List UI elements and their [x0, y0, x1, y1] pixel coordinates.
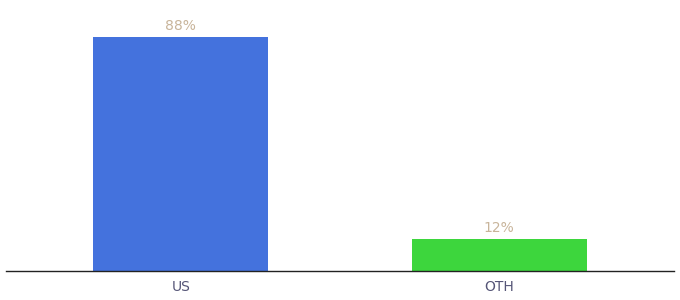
Bar	[93, 38, 269, 271]
Bar	[411, 239, 587, 271]
Text: 88%: 88%	[165, 20, 196, 33]
Text: 12%: 12%	[484, 221, 515, 235]
